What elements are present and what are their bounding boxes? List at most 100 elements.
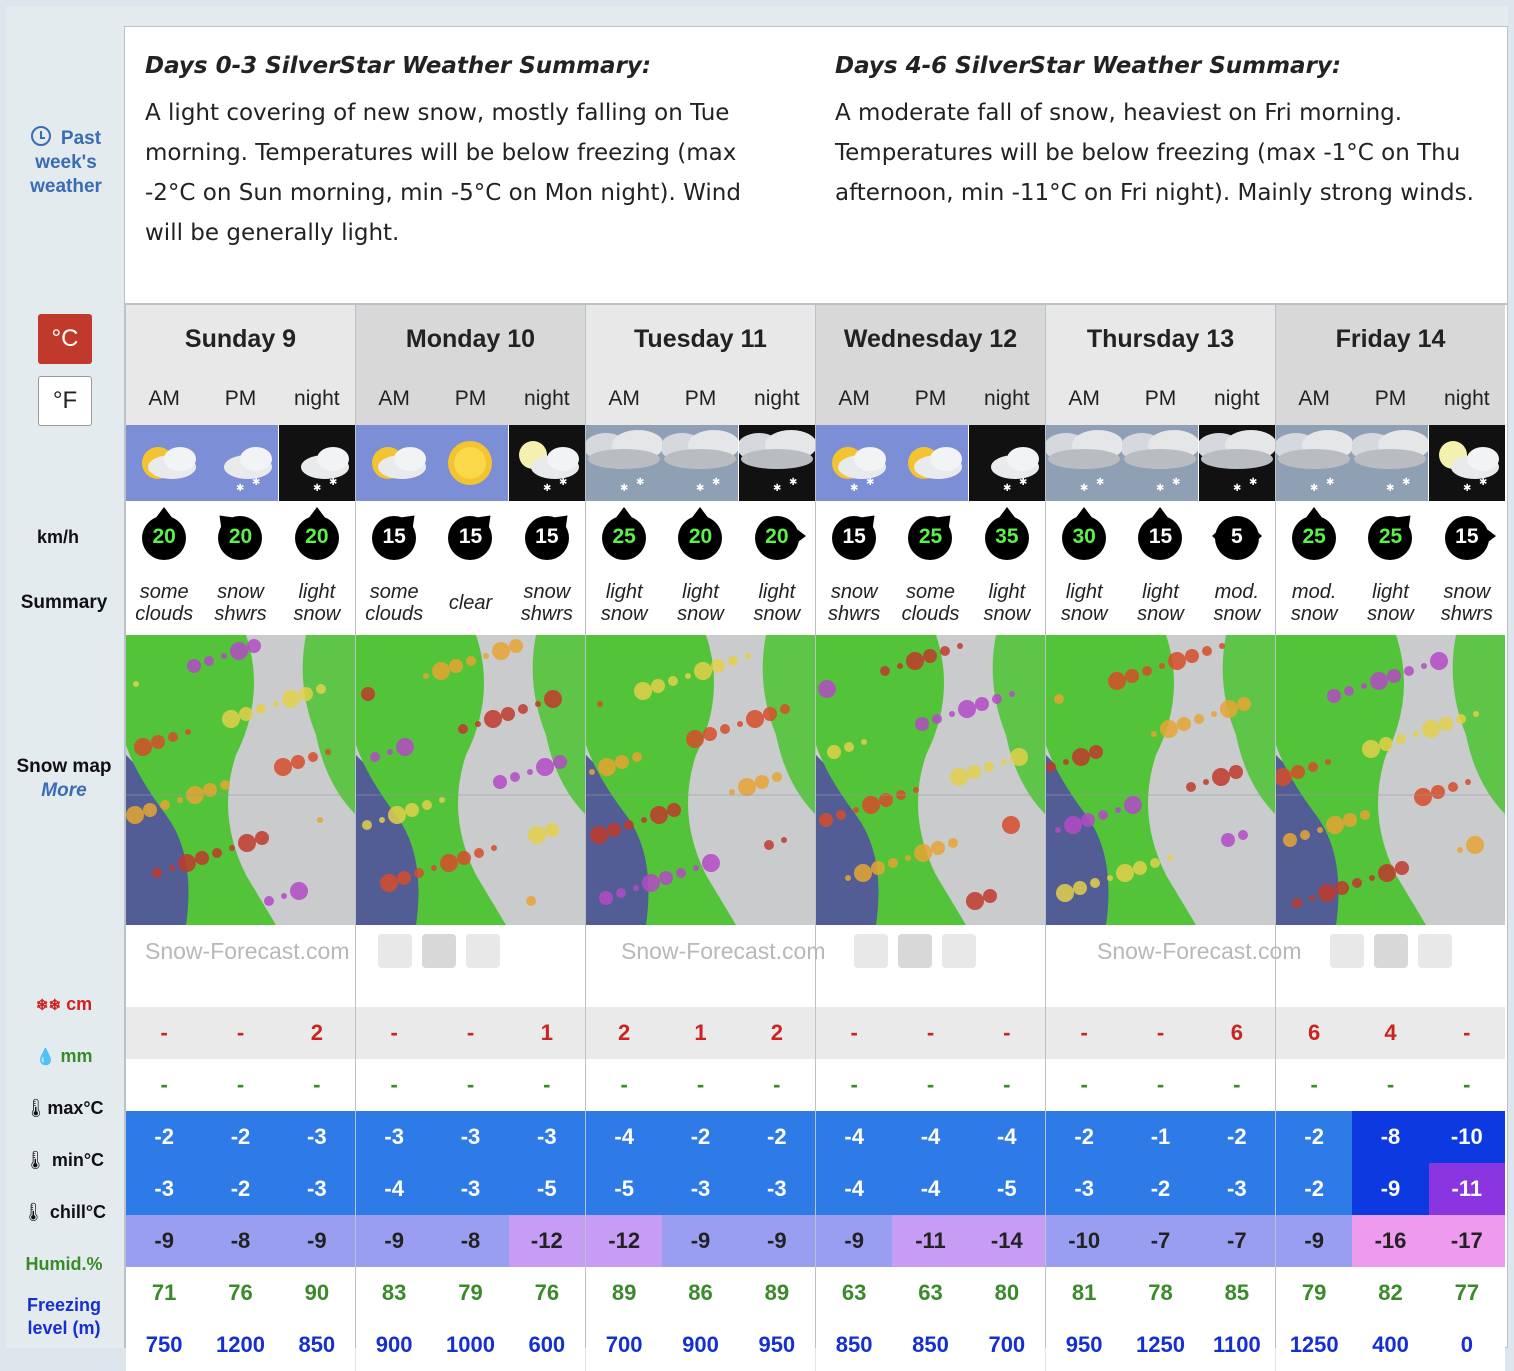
snow-cell: 2 bbox=[278, 1007, 355, 1059]
past-weather-link[interactable]: Past week's weather bbox=[14, 126, 118, 199]
snow-map-image[interactable] bbox=[1276, 635, 1505, 925]
snow-map-image[interactable] bbox=[356, 635, 585, 925]
freezing-cell: 700 bbox=[968, 1319, 1045, 1371]
sun-map-icon[interactable] bbox=[941, 934, 976, 968]
summary-cell: light snow bbox=[983, 581, 1031, 625]
chill-row: -9 -16 -17 bbox=[1276, 1215, 1505, 1267]
wind-speed: 20 bbox=[765, 525, 789, 548]
humid-cell: 86 bbox=[662, 1267, 739, 1319]
arrow-down-icon[interactable] bbox=[1373, 934, 1408, 968]
wind-row: 25 25 15 bbox=[1276, 501, 1505, 571]
freezing-cell: 700 bbox=[586, 1319, 663, 1371]
cloud-map-icon[interactable] bbox=[1329, 934, 1364, 968]
freezing-cell: 1250 bbox=[1122, 1319, 1199, 1371]
celsius-button[interactable]: °C bbox=[38, 314, 92, 364]
rain-cell: - bbox=[508, 1059, 585, 1111]
freezing-level-label: Freezing level (m) bbox=[26, 1295, 101, 1338]
summary-cell: mod. snow bbox=[1213, 581, 1261, 625]
chill-cell: -9 bbox=[126, 1215, 203, 1267]
wind-speed: 15 bbox=[382, 525, 406, 548]
chill-row: -10 -7 -7 bbox=[1046, 1215, 1275, 1267]
svg-text:✱: ✱ bbox=[1080, 483, 1088, 494]
arrow-down-icon[interactable] bbox=[897, 934, 932, 968]
svg-text:✱: ✱ bbox=[559, 477, 567, 488]
wind-row: 15 25 35 bbox=[816, 501, 1045, 571]
sun-map-icon[interactable] bbox=[465, 934, 500, 968]
snow-cell: - bbox=[1428, 1007, 1505, 1059]
max-row: -2 -8 -10 bbox=[1276, 1111, 1505, 1163]
snow-map-image[interactable] bbox=[586, 635, 815, 925]
fahrenheit-button[interactable]: °F bbox=[38, 376, 92, 426]
heavy-cloud-snow-icon: ✱ ✱ bbox=[1352, 425, 1429, 501]
period-label: PM bbox=[1374, 387, 1407, 410]
humid-cell: 82 bbox=[1352, 1267, 1429, 1319]
snow-map-image[interactable] bbox=[126, 635, 355, 925]
wind-speed: 20 bbox=[305, 525, 329, 548]
summary-cell: snow shwrs bbox=[520, 581, 573, 625]
period-label: AM bbox=[1068, 387, 1100, 410]
clock-icon bbox=[30, 126, 51, 146]
rain-cell: - bbox=[202, 1059, 279, 1111]
svg-text:✱: ✱ bbox=[1386, 483, 1394, 494]
wind-row: 15 15 15 bbox=[356, 501, 585, 571]
chill-row: -9 -11 -14 bbox=[816, 1215, 1045, 1267]
min-cell: -2 bbox=[202, 1163, 279, 1215]
humid-cell: 76 bbox=[202, 1267, 279, 1319]
summary-cell: snow shwrs bbox=[214, 581, 267, 625]
freezing-cell: 1200 bbox=[202, 1319, 279, 1371]
day-column: Tuesday 11 AM PM night ✱ ✱ ✱ ✱ ✱ ✱ 25 20 20 light sno… bbox=[585, 305, 815, 1371]
chill-cell: -7 bbox=[1122, 1215, 1199, 1267]
min-row: -3 -2 -3 bbox=[1046, 1163, 1275, 1215]
max-cell: -1 bbox=[1122, 1111, 1199, 1163]
freezing-cell: 400 bbox=[1352, 1319, 1429, 1371]
cloud-map-icon[interactable] bbox=[377, 934, 412, 968]
sun-cloud-icon bbox=[892, 425, 969, 501]
rain-row: --- bbox=[816, 1059, 1045, 1111]
moon-snow-icon: ✱ ✱ bbox=[1428, 425, 1505, 501]
rain-row: --- bbox=[586, 1059, 815, 1111]
humid-cell: 81 bbox=[1046, 1267, 1123, 1319]
svg-text:✱: ✱ bbox=[543, 483, 551, 494]
rain-cell: - bbox=[278, 1059, 355, 1111]
summary-row: light snow light snow mod. snow bbox=[1046, 571, 1275, 635]
arrow-down-icon[interactable] bbox=[421, 934, 456, 968]
summary-row: mod. snow light snow snow shwrs bbox=[1276, 571, 1505, 635]
svg-text:✱: ✱ bbox=[789, 477, 797, 488]
snow-map-image[interactable] bbox=[816, 635, 1045, 925]
snow-row: --6 bbox=[1046, 1007, 1275, 1059]
min-row: -4 -4 -5 bbox=[816, 1163, 1045, 1215]
wind-arrow-icon: 25 bbox=[1352, 501, 1428, 571]
rain-cell: - bbox=[1198, 1059, 1275, 1111]
summary-title: Days 0-3 SilverStar Weather Summary: bbox=[145, 53, 652, 79]
min-row: -4 -3 -5 bbox=[356, 1163, 585, 1215]
cloud-snow-icon: ✱ ✱ bbox=[202, 425, 279, 501]
wind-speed: 25 bbox=[1378, 525, 1403, 548]
svg-text:✱: ✱ bbox=[1156, 483, 1164, 494]
rain-row: --- bbox=[1276, 1059, 1505, 1111]
max-cell: -2 bbox=[738, 1111, 815, 1163]
forecast-table: Days 0-3 SilverStar Weather Summary: A l… bbox=[124, 26, 1508, 1371]
snow-cm-label: ❄❄ cm bbox=[35, 994, 93, 1014]
snow-map-image[interactable] bbox=[1046, 635, 1275, 925]
sun-map-icon[interactable] bbox=[1417, 934, 1452, 968]
summary-cell: light snow bbox=[1137, 581, 1184, 625]
period-label: night bbox=[984, 387, 1030, 410]
chill-temp-label: 🌡 chill°C bbox=[21, 1202, 107, 1222]
rain-cell: - bbox=[432, 1059, 509, 1111]
humid-cell: 89 bbox=[738, 1267, 815, 1319]
wind-arrow-icon: 15 bbox=[816, 501, 892, 571]
rain-cell: - bbox=[662, 1059, 739, 1111]
humid-cell: 89 bbox=[586, 1267, 663, 1319]
wind-arrow-icon: 25 bbox=[586, 501, 662, 571]
heavy-cloud-snow-icon: ✱ ✱ bbox=[662, 425, 739, 501]
cloud-map-icon[interactable] bbox=[853, 934, 888, 968]
heavy-cloud-snow-icon: ✱ ✱ bbox=[1276, 425, 1353, 501]
wind-arrow-icon: 20 bbox=[662, 501, 738, 571]
snow-map-more-link[interactable]: More bbox=[41, 780, 87, 801]
chill-cell: -9 bbox=[1276, 1215, 1353, 1267]
wind-speed: 25 bbox=[612, 525, 636, 548]
max-row: -4 -4 -4 bbox=[816, 1111, 1045, 1163]
humid-cell: 63 bbox=[892, 1267, 969, 1319]
svg-text:✱: ✱ bbox=[696, 483, 704, 494]
